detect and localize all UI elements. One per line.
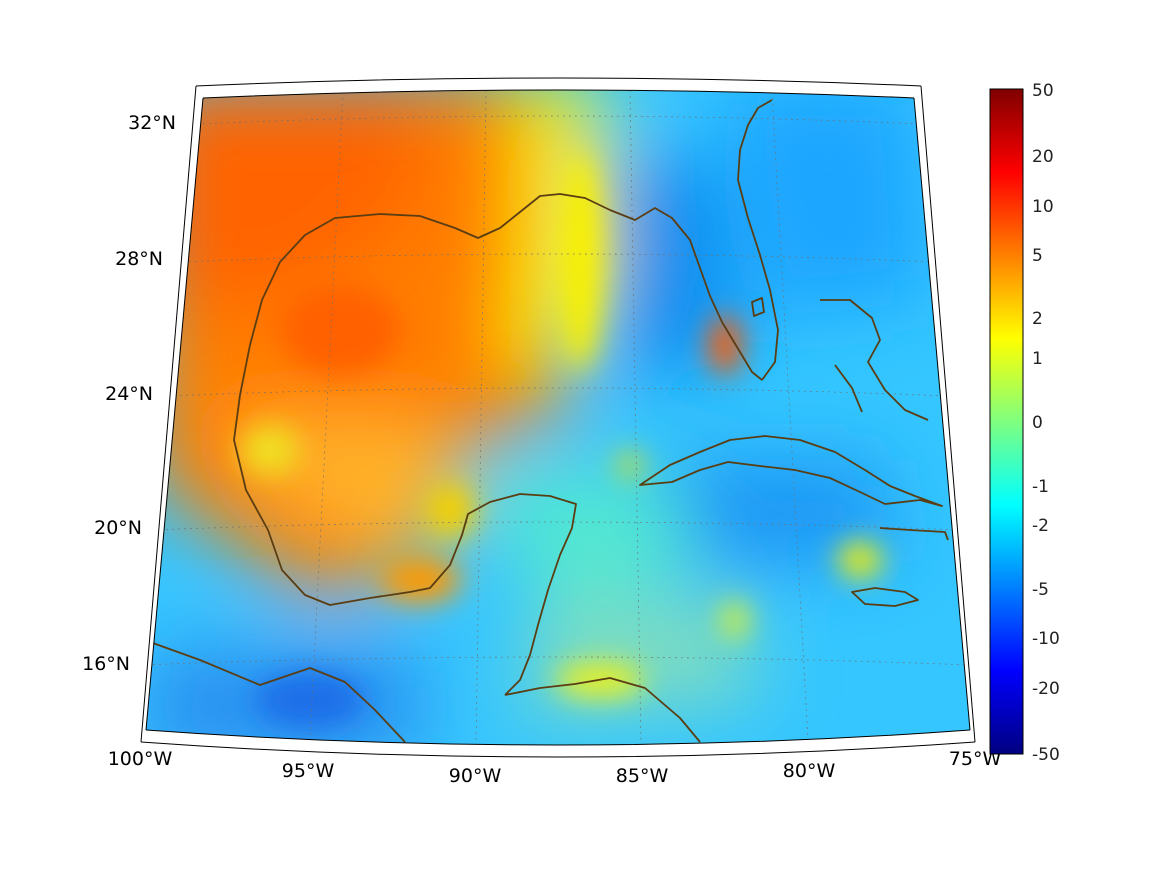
data-field: [146, 90, 970, 745]
colorbar-label: 5: [1032, 246, 1043, 266]
cuba: [639, 435, 943, 507]
colorbar-label: 1: [1032, 349, 1043, 369]
lat-label-16n: 16°N: [82, 653, 130, 675]
colorbar-label: -5: [1032, 580, 1049, 600]
colorbar-label: 0: [1032, 413, 1043, 433]
central-america-coast: [504, 677, 701, 743]
colorbar-label: 10: [1032, 197, 1054, 217]
lat-label-20n: 20°N: [94, 517, 142, 539]
latitude-labels: 32°N 28°N 24°N 20°N 16°N: [82, 112, 176, 675]
colorbar: 50 20 10 5 2 1 0 -1 -2 -5 -10 -20 -50: [989, 81, 1060, 765]
colorbar-gradient: [989, 88, 1024, 755]
colorbar-label: -50: [1032, 745, 1060, 765]
lon-label-85w: 85°W: [616, 765, 669, 787]
lon-label-75w: 75°W: [949, 748, 1002, 770]
colorbar-label: -1: [1032, 477, 1049, 497]
colorbar-label: 50: [1032, 81, 1054, 101]
lat-label-28n: 28°N: [115, 248, 163, 270]
lon-label-90w: 90°W: [449, 765, 502, 787]
colorbar-labels: 50 20 10 5 2 1 0 -1 -2 -5 -10 -20 -50: [1032, 81, 1060, 765]
lon-label-80w: 80°W: [783, 760, 836, 782]
longitude-labels: 100°W 95°W 90°W 85°W 80°W 75°W: [108, 748, 1002, 787]
pacific-coast: [149, 641, 406, 743]
lon-label-100w: 100°W: [108, 748, 173, 770]
mexico-coast: [233, 394, 577, 696]
colorbar-label: -2: [1032, 516, 1049, 536]
hispaniola: [879, 527, 949, 541]
coastlines: [149, 99, 949, 743]
jamaica: [851, 587, 919, 607]
bahamas: [820, 299, 929, 421]
colorbar-label: 2: [1032, 309, 1043, 329]
colorbar-label: 20: [1032, 147, 1054, 167]
florida-east-coast: [737, 99, 779, 381]
lat-label-32n: 32°N: [128, 112, 176, 134]
lat-label-24n: 24°N: [105, 383, 153, 405]
lake-okeechobee: [751, 297, 765, 317]
lon-label-95w: 95°W: [282, 760, 335, 782]
colorbar-label: -10: [1032, 629, 1060, 649]
map-frame: [140, 77, 976, 758]
colorbar-label: -20: [1032, 679, 1060, 699]
gulf-coast: [239, 193, 763, 396]
